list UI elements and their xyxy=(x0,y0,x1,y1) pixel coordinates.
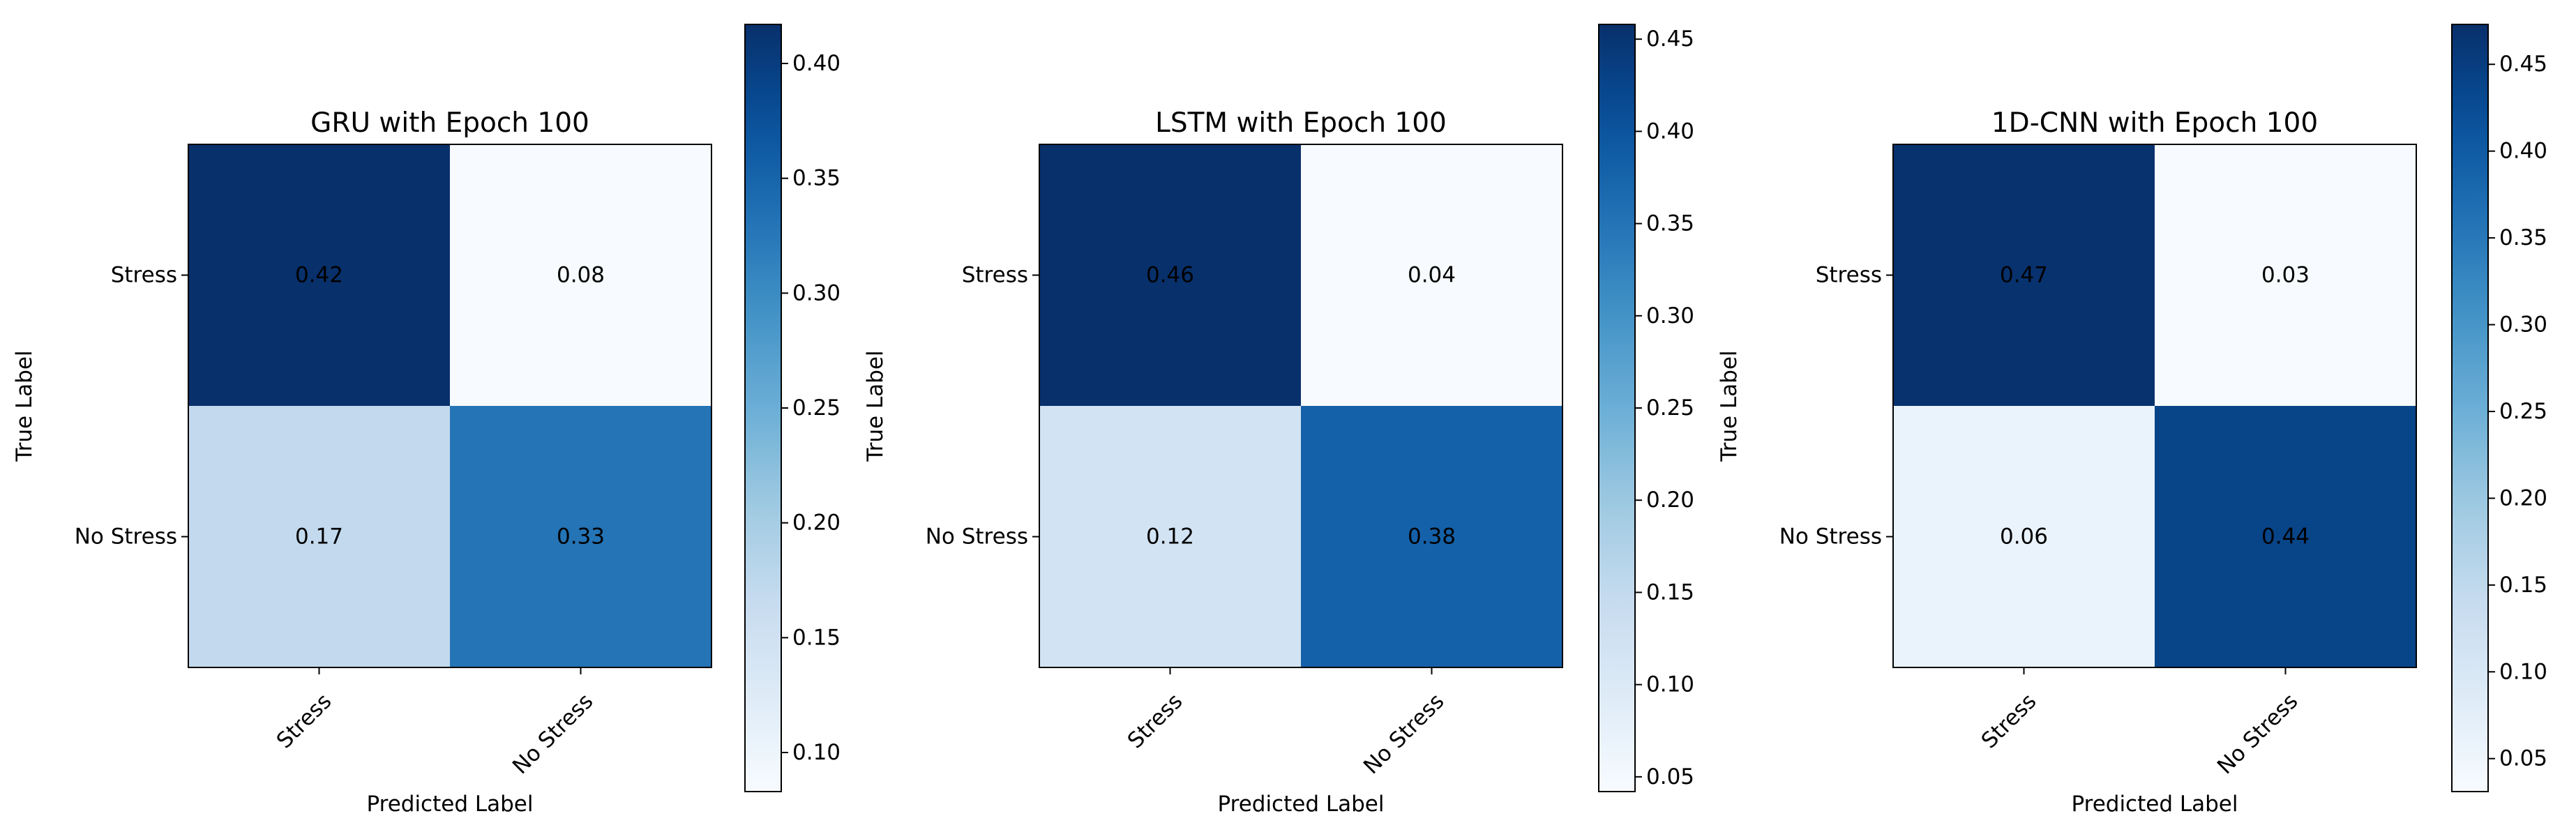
colorbar-tick-label: 0.40 xyxy=(2499,139,2547,164)
colorbar-tick-label: 0.10 xyxy=(2499,659,2547,684)
colorbar-tick-label: 0.15 xyxy=(792,625,841,650)
y-tick-label: Stress xyxy=(111,263,177,288)
heatmap-cell xyxy=(1301,144,1562,406)
cell-value-label: 0.04 xyxy=(1408,263,1456,288)
heatmap-cell xyxy=(2155,406,2416,667)
chart-title: LSTM with Epoch 100 xyxy=(1155,107,1447,139)
heatmap-frame xyxy=(1892,144,2417,668)
x-axis-label: Predicted Label xyxy=(1217,792,1384,817)
colorbar-tick-label: 0.15 xyxy=(1646,580,1694,605)
colorbar-tick-label: 0.05 xyxy=(1646,764,1694,789)
chart-title: GRU with Epoch 100 xyxy=(310,107,589,139)
colorbar-tick-label: 0.25 xyxy=(2499,399,2547,424)
colorbar xyxy=(2451,24,2489,792)
colorbar xyxy=(1598,24,1636,792)
cell-value-label: 0.42 xyxy=(295,263,343,288)
y-tick-label: Stress xyxy=(962,263,1028,288)
y-axis-label: True Label xyxy=(1717,350,1742,462)
cell-value-label: 0.38 xyxy=(1408,524,1456,550)
colorbar-tick-label: 0.30 xyxy=(1646,303,1694,328)
colorbar-tick-label: 0.15 xyxy=(2499,573,2547,598)
heatmap-frame xyxy=(1039,144,1563,668)
heatmap-cell xyxy=(1893,406,2155,667)
cell-value-label: 0.46 xyxy=(1146,263,1194,288)
x-axis-label: Predicted Label xyxy=(366,792,533,817)
colorbar-tick-label: 0.10 xyxy=(792,740,841,765)
y-tick-label: No Stress xyxy=(1779,524,1882,550)
colorbar-tick-label: 0.25 xyxy=(792,395,841,421)
confusion-matrix-panel-1: 0.42 0.08 0.17 0.33 GRU with Epoch 100 Stress… xyxy=(12,24,841,817)
cell-value-label: 0.12 xyxy=(1146,524,1194,550)
colorbar-tick-label: 0.30 xyxy=(792,280,841,305)
colorbar-tick-label: 0.10 xyxy=(1646,672,1694,697)
cell-value-label: 0.33 xyxy=(557,524,605,550)
heatmap-cell xyxy=(188,144,450,406)
colorbar-tick-label: 0.25 xyxy=(1646,395,1694,421)
cell-value-label: 0.03 xyxy=(2261,263,2310,288)
y-axis-label: True Label xyxy=(12,350,37,462)
chart-title: 1D-CNN with Epoch 100 xyxy=(1991,107,2318,139)
y-tick-label: No Stress xyxy=(75,524,177,550)
x-axis-label: Predicted Label xyxy=(2071,792,2238,817)
heatmap-cell xyxy=(2155,144,2416,406)
heatmap-cell xyxy=(450,144,711,406)
heatmap-cell xyxy=(450,406,711,667)
cell-value-label: 0.44 xyxy=(2261,524,2310,550)
colorbar-tick-label: 0.20 xyxy=(1646,487,1694,513)
colorbar-tick-label: 0.45 xyxy=(1646,27,1694,52)
heatmap-cell xyxy=(1893,144,2155,406)
y-tick-label: No Stress xyxy=(926,524,1028,550)
y-axis-label: True Label xyxy=(863,350,888,462)
cell-value-label: 0.06 xyxy=(2000,524,2048,550)
cell-value-label: 0.08 xyxy=(557,263,605,288)
heatmap-cell xyxy=(1301,406,1562,667)
colorbar-tick-label: 0.05 xyxy=(2499,746,2547,771)
colorbar-tick-label: 0.35 xyxy=(2499,225,2547,250)
cell-value-label: 0.17 xyxy=(295,524,343,550)
colorbar-tick-label: 0.35 xyxy=(1646,211,1694,236)
y-tick-label: Stress xyxy=(1816,263,1882,288)
heatmap-cell xyxy=(188,406,450,667)
heatmap-cell xyxy=(1039,406,1301,667)
colorbar-tick-label: 0.35 xyxy=(792,166,841,191)
colorbar-tick-label: 0.30 xyxy=(2499,312,2547,338)
colorbar-tick-label: 0.40 xyxy=(792,51,841,76)
cell-value-label: 0.47 xyxy=(2000,263,2048,288)
heatmap-cell xyxy=(1039,144,1301,406)
colorbar-tick-label: 0.20 xyxy=(2499,485,2547,511)
colorbar-tick-label: 0.45 xyxy=(2499,52,2547,77)
colorbar xyxy=(744,24,782,792)
colorbar-tick-label: 0.20 xyxy=(792,511,841,536)
heatmap-frame xyxy=(188,144,712,668)
colorbar-tick-label: 0.40 xyxy=(1646,119,1694,144)
